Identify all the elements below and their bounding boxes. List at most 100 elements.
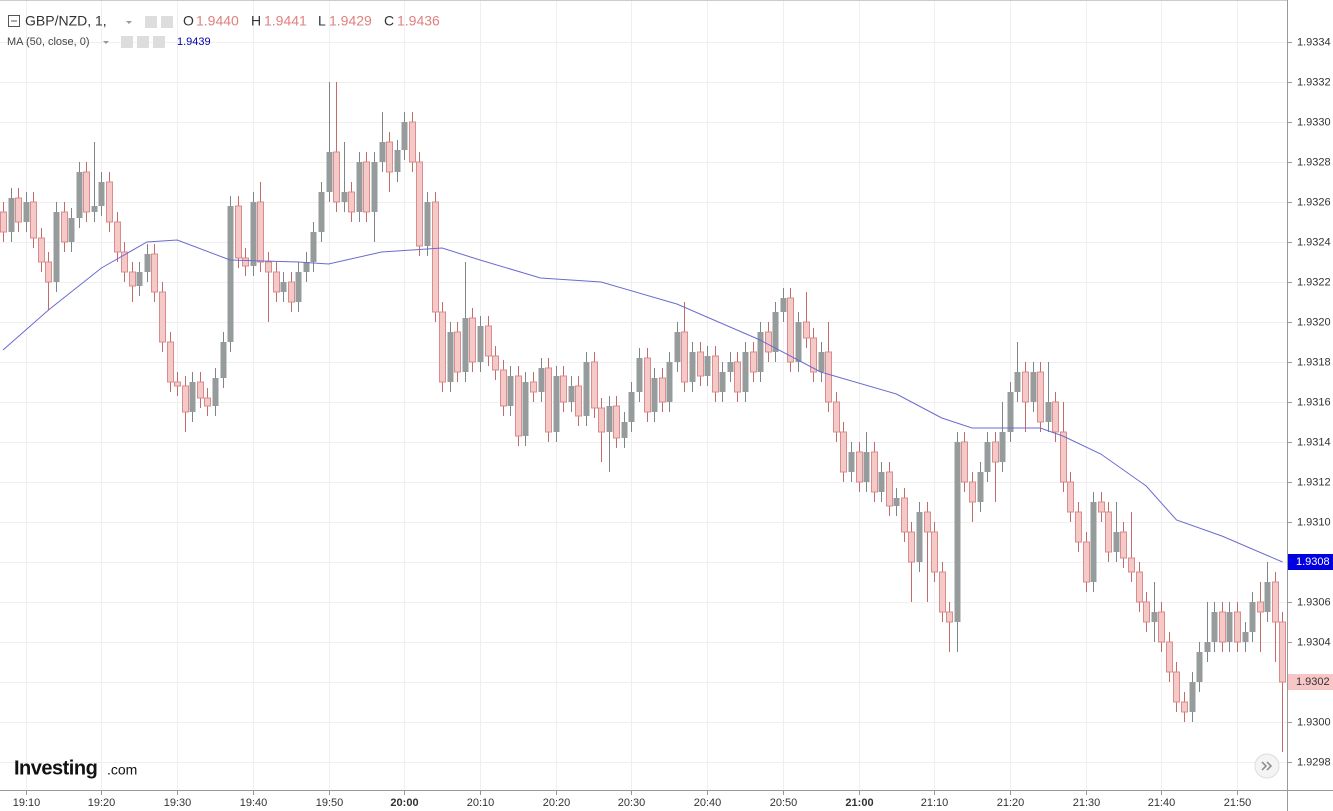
candle-body	[651, 378, 658, 412]
candle-body	[144, 254, 151, 272]
candle-body	[310, 232, 317, 262]
candle-body	[969, 481, 976, 503]
candle-body	[469, 317, 476, 363]
candle-body	[644, 357, 651, 413]
candle-body	[704, 356, 711, 376]
y-tick-label: 1.9306	[1297, 596, 1331, 608]
candle-body	[242, 257, 249, 267]
candle-body	[106, 181, 113, 223]
x-tick-label: 20:10	[467, 797, 495, 809]
candle-body	[30, 201, 37, 239]
candle-body	[68, 218, 75, 242]
candle-body	[1037, 371, 1044, 423]
collapse-icon[interactable]	[8, 15, 20, 27]
scroll-icon	[1261, 761, 1273, 771]
candle-body	[999, 432, 1006, 462]
candle-body	[1196, 652, 1203, 682]
candle-body	[439, 311, 446, 383]
x-tick-label: 20:20	[543, 797, 571, 809]
candle-body	[1189, 682, 1196, 712]
candle-body	[492, 355, 499, 371]
candle-body	[53, 212, 60, 282]
candle-body	[1060, 431, 1067, 483]
price-tag-box	[1288, 674, 1333, 690]
candle-body	[992, 441, 999, 463]
candle-body	[1045, 402, 1052, 422]
candle-body	[560, 375, 567, 403]
candle-body	[598, 407, 605, 433]
settings-icon[interactable]	[145, 16, 157, 28]
candle-body	[114, 221, 121, 253]
candle-body	[8, 198, 15, 232]
candle-body	[1143, 601, 1150, 623]
candle-body	[1279, 621, 1286, 683]
settings-icon[interactable]	[161, 16, 173, 28]
y-tick-label: 1.9334	[1297, 36, 1331, 48]
candle-body	[583, 362, 590, 416]
candle-body	[1067, 481, 1074, 513]
high-value: 1.9441	[264, 13, 307, 29]
candle-body	[333, 151, 340, 203]
candle-body	[394, 150, 401, 172]
candle-body	[946, 611, 953, 623]
candle-body	[1075, 511, 1082, 543]
candle-body	[409, 121, 416, 163]
candle-body	[45, 261, 52, 283]
candle-body	[757, 332, 764, 372]
axes: 1.9298 1.9300 1.9302 1.9304 1.9306 1.9308 1.93…	[13, 36, 1333, 809]
candle-body	[1272, 581, 1279, 623]
candle-body	[1219, 611, 1226, 643]
candle-body	[257, 201, 264, 263]
candle-body	[939, 571, 946, 613]
candle-body	[363, 161, 370, 213]
candle-body	[780, 298, 787, 312]
candle-body	[98, 182, 105, 206]
high-label: H	[251, 13, 261, 29]
candle-body	[401, 122, 408, 150]
candle-body	[1030, 372, 1037, 402]
candle-body	[477, 326, 484, 362]
candle-body	[454, 331, 461, 373]
candle-body	[1166, 641, 1173, 673]
candle-body	[1257, 601, 1264, 613]
candle-body	[76, 172, 83, 218]
candle-body	[38, 237, 45, 263]
logo: Investing	[14, 757, 97, 779]
x-tick-label: 20:30	[618, 797, 646, 809]
candle-body	[416, 161, 423, 247]
close-icon[interactable]	[153, 36, 165, 48]
low-label: L	[318, 13, 326, 29]
candle-body	[167, 341, 174, 383]
candle-body	[591, 361, 598, 409]
candle-body	[848, 452, 855, 472]
candle-body	[386, 141, 393, 173]
candle-body	[697, 351, 704, 377]
settings-icon[interactable]	[121, 36, 133, 48]
candle-body	[977, 472, 984, 502]
candle-body	[280, 282, 287, 292]
x-tick-label: 20:50	[770, 797, 798, 809]
price-tag: 1.9302	[1296, 676, 1330, 688]
candle-body	[674, 332, 681, 362]
candle-body	[689, 352, 696, 382]
candle-body	[568, 386, 575, 402]
candle-body	[1136, 571, 1143, 603]
candle-body	[1120, 531, 1127, 559]
candle-body	[250, 202, 257, 266]
dropdown-arrow[interactable]	[126, 21, 132, 24]
x-tick-label: 19:40	[240, 797, 268, 809]
candle-body	[447, 332, 454, 382]
candle-body	[818, 352, 825, 372]
candle-body	[326, 152, 333, 192]
candle-body	[1090, 502, 1097, 582]
candle-body	[1105, 511, 1112, 553]
dropdown-arrow[interactable]	[103, 41, 109, 44]
candle-body	[220, 342, 227, 378]
settings-icon[interactable]	[137, 36, 149, 48]
x-tick-label: 21:30	[1073, 797, 1101, 809]
x-tick-label: 21:20	[997, 797, 1025, 809]
candle-body	[273, 271, 280, 293]
candle-body	[1113, 532, 1120, 552]
candle-body	[893, 498, 900, 506]
